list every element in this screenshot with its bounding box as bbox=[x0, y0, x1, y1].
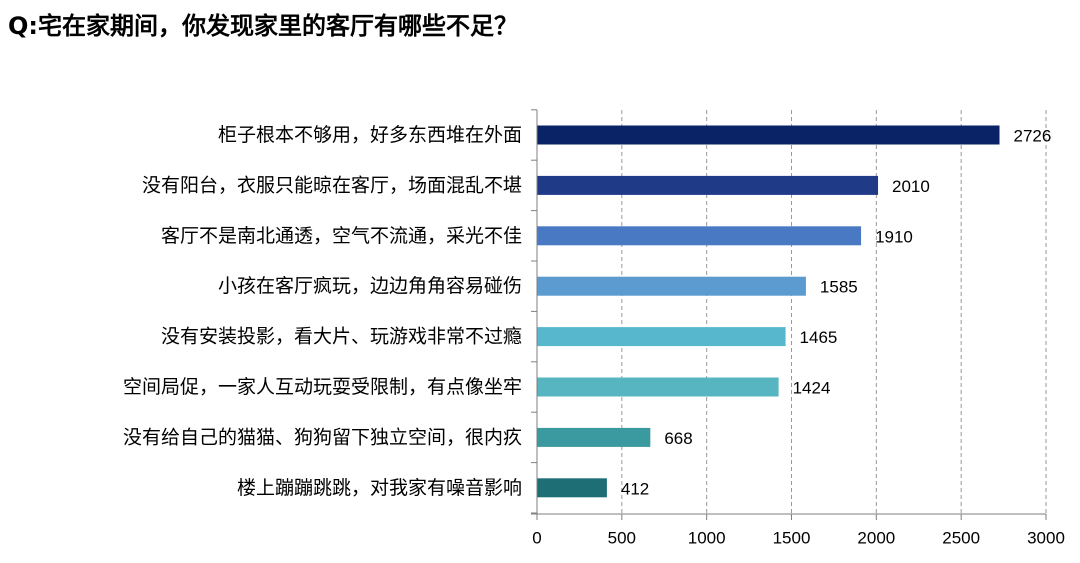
x-tick-labels: 0 500 1000 1500 2000 2500 3000 bbox=[532, 529, 1065, 548]
x-tick-label: 1500 bbox=[773, 529, 811, 548]
category-label: 空间局促，一家人互动玩耍受限制，有点像坐牢 bbox=[123, 376, 522, 398]
value-labels: 2726 2010 1910 1585 1465 1424 668 412 bbox=[621, 127, 1051, 499]
chart-title: Q:宅在家期间，你发现家里的客厅有哪些不足？ bbox=[8, 12, 518, 40]
bar bbox=[537, 377, 779, 397]
x-tick-label: 2500 bbox=[942, 529, 980, 548]
value-label: 668 bbox=[664, 429, 692, 448]
x-tick-label: 3000 bbox=[1027, 529, 1065, 548]
category-label: 客厅不是南北通透，空气不流通，采光不佳 bbox=[161, 225, 522, 247]
x-tick-label: 500 bbox=[608, 529, 636, 548]
bar bbox=[537, 327, 786, 347]
bar bbox=[537, 175, 879, 195]
x-tick-label: 0 bbox=[532, 529, 541, 548]
gridlines bbox=[621, 110, 1047, 514]
value-label: 2010 bbox=[892, 177, 930, 196]
value-label: 1465 bbox=[800, 328, 838, 347]
axes bbox=[531, 109, 1047, 520]
category-label: 没有给自己的猫猫、狗狗留下独立空间，很内疚 bbox=[123, 426, 522, 448]
bar bbox=[537, 125, 1000, 145]
category-label: 没有阳台，衣服只能晾在客厅，场面混乱不堪 bbox=[142, 174, 522, 196]
value-label: 1585 bbox=[820, 278, 858, 297]
bar bbox=[537, 226, 862, 246]
value-label: 412 bbox=[621, 479, 649, 498]
category-label: 没有安装投影，看大片、玩游戏非常不过瘾 bbox=[161, 326, 522, 348]
x-tick-label: 2000 bbox=[857, 529, 895, 548]
bars bbox=[537, 125, 1000, 498]
category-label: 楼上蹦蹦跳跳，对我家有噪音影响 bbox=[237, 477, 522, 499]
value-label: 1424 bbox=[793, 379, 831, 398]
value-label: 1910 bbox=[875, 227, 913, 246]
category-label: 柜子根本不够用，好多东西堆在外面 bbox=[218, 124, 522, 146]
value-label: 2726 bbox=[1014, 127, 1052, 146]
x-tick-label: 1000 bbox=[688, 529, 726, 548]
bar bbox=[537, 427, 651, 447]
category-label: 小孩在客厅疯玩，边边角角容易碰伤 bbox=[218, 275, 522, 297]
bar bbox=[537, 478, 607, 498]
category-labels: 柜子根本不够用，好多东西堆在外面没有阳台，衣服只能晾在客厅，场面混乱不堪客厅不是… bbox=[123, 124, 522, 499]
bar bbox=[537, 276, 806, 296]
